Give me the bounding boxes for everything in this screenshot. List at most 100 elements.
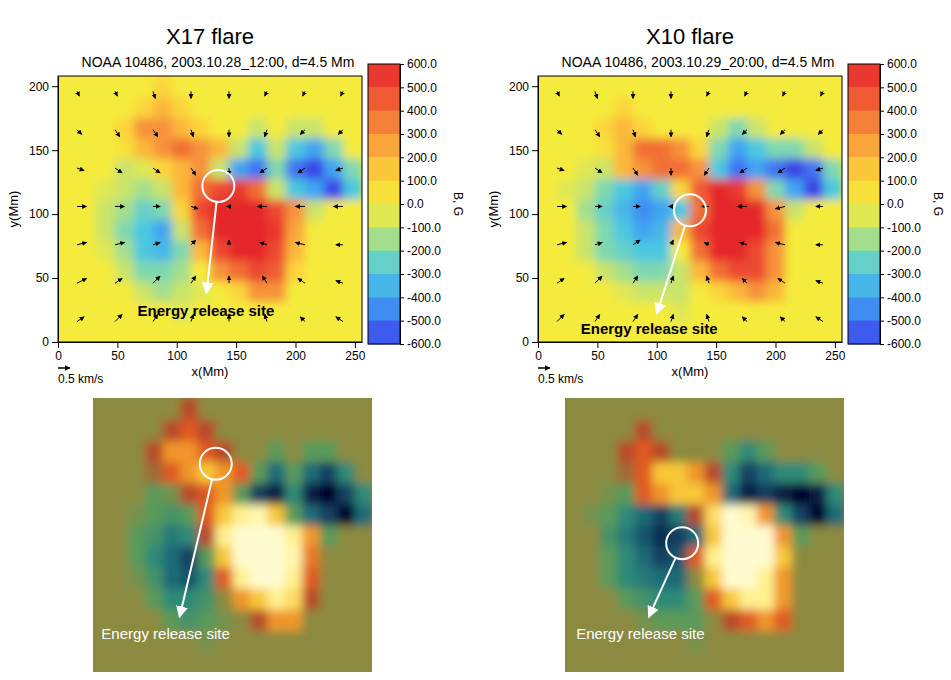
tick-mark: [880, 64, 884, 65]
heatmap-cell: [633, 76, 653, 97]
heatmap-cell: [633, 137, 653, 158]
heatmap-cell: [728, 281, 748, 302]
figure: X17 flareNOAA 10486, 2003.10.28_12:00, d…: [0, 0, 951, 680]
colorbar: 600.0500.0400.0300.0200.0100.00.0-100.0-…: [848, 57, 945, 351]
heatmap-cell: [229, 260, 249, 281]
image-pixel: [215, 398, 233, 420]
heatmap-cell: [343, 199, 362, 220]
velocity-arrow: [191, 206, 198, 208]
heatmap-cell: [747, 240, 767, 261]
image-pixel: [285, 651, 303, 672]
heatmap-cell: [248, 137, 268, 158]
image-pixel: [565, 567, 583, 589]
heatmap-cell: [804, 199, 824, 220]
tick-mark: [880, 157, 884, 158]
velocity-arrow: [783, 91, 785, 96]
heatmap-cell: [134, 117, 154, 138]
heatmap-cell: [324, 301, 344, 322]
heatmap-cell: [823, 178, 842, 199]
plot-frame: [538, 76, 842, 342]
title: X10 flare: [646, 24, 734, 49]
heatmap-cell: [538, 96, 558, 117]
velocity-arrow: [300, 130, 305, 135]
image-pixel: [233, 546, 251, 568]
tick-mark: [532, 214, 538, 215]
heatmap-cell: [633, 158, 653, 179]
tick-label: 0: [522, 335, 529, 349]
velocity-arrow: [557, 242, 567, 244]
heatmap-cell: [633, 96, 653, 117]
tick-label: 100: [647, 349, 667, 363]
heatmap-cell: [747, 96, 767, 117]
tick-label: -200.0: [887, 244, 921, 258]
heatmap-cell: [709, 158, 729, 179]
heatmap-cell: [153, 76, 173, 97]
heatmap-cell: [823, 96, 842, 117]
heatmap-cell: [324, 260, 344, 281]
image-pixel: [110, 546, 128, 568]
heatmap-cell: [614, 96, 634, 117]
tick-label: 200: [29, 80, 49, 94]
velocity-arrow: [816, 168, 823, 170]
heatmap-cell: [96, 301, 116, 322]
tick: 300.0: [880, 127, 917, 141]
image-pixel: [233, 651, 251, 672]
heatmap-cell: [823, 301, 842, 322]
heatmap-cell: [58, 96, 78, 117]
image-pixel: [180, 440, 198, 462]
image-pixel: [705, 419, 723, 441]
velocity-arrow: [816, 281, 823, 283]
image-pixel: [233, 398, 251, 420]
tick-mark: [400, 64, 404, 65]
image-pixel: [827, 609, 844, 631]
image-pixel: [337, 398, 355, 420]
heatmap-cell: [115, 240, 135, 261]
tick-mark: [880, 251, 884, 252]
image-pixel: [827, 588, 844, 610]
velocity-arrow: [191, 240, 196, 245]
heatmap-cell: [58, 322, 78, 342]
heatmap-cell: [343, 137, 362, 158]
image-pixel: [355, 398, 372, 420]
heatmap-cell: [671, 281, 691, 302]
image-pixel: [792, 482, 810, 504]
image-pixel: [180, 524, 198, 546]
velocity-arrow: [595, 91, 597, 98]
image-pixel: [128, 651, 146, 672]
annotation-arrow: [179, 479, 212, 617]
tick-label: 300.0: [887, 127, 917, 141]
heatmap-cell: [191, 199, 211, 220]
image-pixel: [355, 651, 372, 672]
tick-mark: [52, 342, 58, 343]
heatmap-cell: [728, 178, 748, 199]
heatmap-cell: [614, 178, 634, 199]
image-pixel: [565, 588, 583, 610]
heatmap-cell: [595, 137, 615, 158]
heatmap-cell: [747, 219, 767, 240]
heatmap-cell: [728, 301, 748, 322]
image-pixel: [582, 398, 600, 420]
tick-label: -200.0: [407, 244, 441, 258]
velocity-arrow: [742, 130, 747, 135]
velocity-arrow: [77, 242, 87, 244]
heatmap-cell: [153, 137, 173, 158]
tick: 200.0: [880, 151, 917, 165]
heatmap-cell: [248, 96, 268, 117]
image-pixel: [285, 503, 303, 525]
heatmap-cell: [77, 178, 97, 199]
image-pixel: [617, 588, 635, 610]
tick-mark: [355, 342, 356, 348]
colorbar-band: [848, 64, 880, 88]
velocity-arrow: [633, 168, 638, 175]
tick-mark: [52, 278, 58, 279]
heatmap-cell: [96, 76, 116, 97]
image-pixel: [582, 503, 600, 525]
heatmap-cell: [538, 219, 558, 240]
heatmap-cell: [210, 117, 230, 138]
heatmap-cell: [766, 281, 786, 302]
heatmap-cell: [652, 240, 672, 261]
image-pixel: [722, 588, 740, 610]
heatmap-cell: [343, 260, 362, 281]
heatmap-cell: [766, 322, 786, 342]
heatmap-cell: [305, 76, 325, 97]
